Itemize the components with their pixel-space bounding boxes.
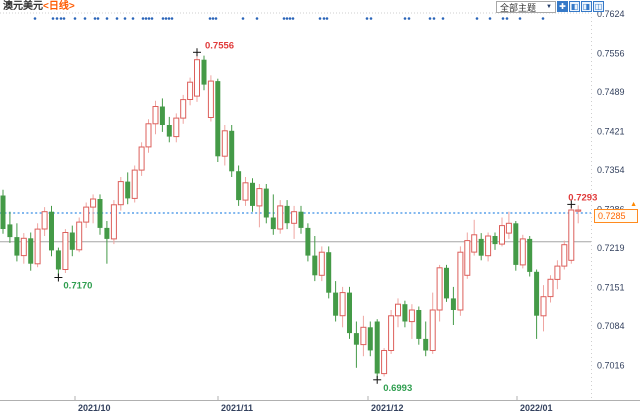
- svg-text:2021/12: 2021/12: [371, 403, 404, 413]
- svg-text:0.7293: 0.7293: [568, 192, 597, 203]
- svg-text:0.7421: 0.7421: [597, 126, 625, 136]
- svg-text:0.7556: 0.7556: [597, 48, 625, 58]
- symbol-name: 澳元美元: [3, 1, 43, 12]
- svg-text:0.7489: 0.7489: [597, 87, 625, 97]
- chart-toolbar: ✚ ◧ ◨ ◫: [557, 1, 604, 12]
- pane-layout-left-icon[interactable]: ◧: [569, 1, 580, 12]
- svg-text:2021/10: 2021/10: [78, 403, 111, 413]
- svg-text:0.7151: 0.7151: [597, 282, 625, 292]
- svg-text:0.7219: 0.7219: [597, 243, 625, 253]
- svg-text:0.7624: 0.7624: [597, 9, 625, 19]
- svg-text:0.7354: 0.7354: [597, 165, 625, 175]
- svg-text:0.7016: 0.7016: [597, 361, 625, 371]
- svg-text:2021/11: 2021/11: [221, 403, 253, 413]
- theme-dropdown[interactable]: 全部主题 ▼: [496, 1, 556, 13]
- theme-dropdown-label: 全部主题: [500, 2, 537, 13]
- svg-text:0.6993: 0.6993: [383, 383, 412, 394]
- chart-title: 澳元美元<日线>: [3, 1, 75, 13]
- svg-text:2022/01: 2022/01: [520, 403, 553, 413]
- svg-text:0.7556: 0.7556: [205, 40, 234, 51]
- chevron-down-icon: ▼: [546, 4, 552, 10]
- svg-text:0.7170: 0.7170: [63, 281, 92, 292]
- indicator-add-icon[interactable]: ✚: [557, 1, 568, 12]
- period-label: <日线>: [43, 1, 75, 12]
- pane-layout-right-icon[interactable]: ◨: [581, 1, 592, 12]
- pane-popout-icon[interactable]: ◫: [593, 1, 604, 12]
- current-price-badge: 0.7285: [594, 209, 638, 223]
- svg-text:0.7084: 0.7084: [597, 321, 625, 331]
